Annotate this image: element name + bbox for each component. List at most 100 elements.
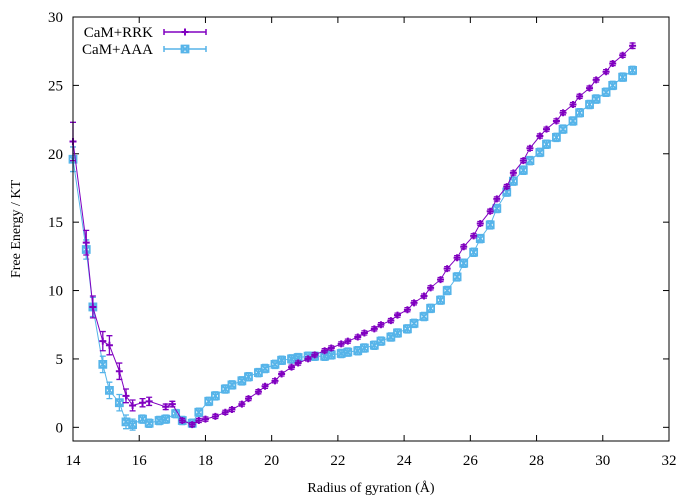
data-point (575, 108, 584, 118)
data-point (327, 344, 335, 352)
data-point (559, 109, 567, 117)
data-point (427, 284, 435, 292)
y-tick-label: 10 (48, 284, 63, 300)
data-point (609, 60, 617, 68)
data-point (542, 139, 551, 149)
data-point (294, 359, 302, 367)
data-point (370, 325, 378, 333)
data-point (586, 84, 594, 92)
data-point (601, 87, 611, 97)
data-point (410, 299, 418, 307)
data-point (201, 415, 209, 423)
plot-frame (72, 16, 670, 442)
data-point (354, 333, 362, 341)
data-point (360, 329, 368, 337)
y-axis-ticks: 0 5 10 15 20 25 30 (48, 10, 669, 436)
data-point (244, 395, 252, 403)
data-point (260, 364, 270, 373)
data-point (178, 416, 186, 424)
data-point (618, 72, 628, 82)
data-point (168, 400, 176, 408)
data-point (592, 76, 600, 84)
series-cam-rrk (69, 42, 637, 429)
data-point (244, 372, 253, 382)
x-axis-ticks: 14 16 18 20 22 24 26 28 30 32 (66, 17, 677, 469)
data-point (195, 416, 203, 424)
data-point (442, 286, 452, 295)
data-point (569, 101, 577, 109)
legend-label: CaM+AAA (82, 42, 153, 58)
data-point (129, 401, 137, 409)
y-tick-label: 5 (56, 352, 64, 368)
data-point (470, 232, 478, 240)
data-point (393, 328, 402, 338)
data-point (535, 148, 545, 157)
data-point (188, 421, 196, 429)
y-axis-title: Free Energy / KT (9, 180, 24, 279)
data-point (485, 220, 495, 230)
data-point (228, 406, 236, 414)
data-point (443, 265, 451, 273)
x-tick-label: 28 (529, 453, 544, 469)
data-point (288, 363, 296, 371)
data-point (437, 276, 445, 284)
data-point (210, 391, 220, 401)
data-point (452, 272, 462, 282)
data-point (420, 292, 428, 300)
x-tick-label: 22 (330, 453, 345, 469)
data-point (568, 116, 578, 126)
data-point (311, 351, 319, 359)
data-point (114, 398, 124, 408)
data-point (492, 204, 502, 213)
data-point (436, 295, 445, 305)
data-point (552, 132, 561, 142)
legend-item-cam-rrk: CaM+RRK (84, 25, 207, 41)
data-point (162, 403, 170, 411)
data-point (161, 414, 171, 424)
legend-item-cam-aaa: CaM+AAA (82, 42, 207, 58)
data-point (321, 347, 329, 355)
legend-swatch-marker (181, 28, 189, 36)
series-cam-aaa (68, 65, 637, 431)
series-line (72, 45, 633, 426)
y-tick-label: 25 (48, 78, 63, 94)
data-point (526, 144, 534, 152)
data-point (227, 380, 237, 390)
data-point (115, 367, 123, 375)
data-point (608, 80, 618, 90)
data-point (486, 207, 494, 215)
data-point (536, 132, 544, 140)
data-point (122, 392, 130, 400)
data-point (503, 183, 511, 191)
legend-label: CaM+RRK (84, 25, 153, 41)
y-tick-label: 30 (48, 10, 63, 26)
data-point (493, 195, 501, 203)
data-point (98, 360, 108, 369)
data-point (89, 303, 97, 311)
data-point (343, 347, 353, 357)
data-point (304, 355, 312, 363)
data-point (82, 239, 90, 247)
data-point (139, 399, 147, 407)
data-point (337, 340, 345, 348)
data-point (145, 397, 153, 405)
data-point (619, 51, 627, 59)
data-point (105, 341, 113, 349)
data-point (558, 124, 568, 134)
x-tick-label: 18 (198, 453, 213, 469)
data-point (552, 117, 560, 125)
data-point (426, 303, 435, 313)
data-point (509, 169, 517, 177)
data-point (387, 317, 395, 325)
x-tick-label: 14 (66, 453, 82, 469)
data-point (518, 165, 528, 175)
data-point (403, 306, 411, 314)
data-point (628, 65, 637, 75)
data-point (277, 355, 286, 365)
data-point (128, 420, 137, 429)
data-point (476, 220, 484, 228)
data-point (278, 370, 286, 378)
data-point (105, 385, 114, 395)
data-point (377, 321, 385, 329)
